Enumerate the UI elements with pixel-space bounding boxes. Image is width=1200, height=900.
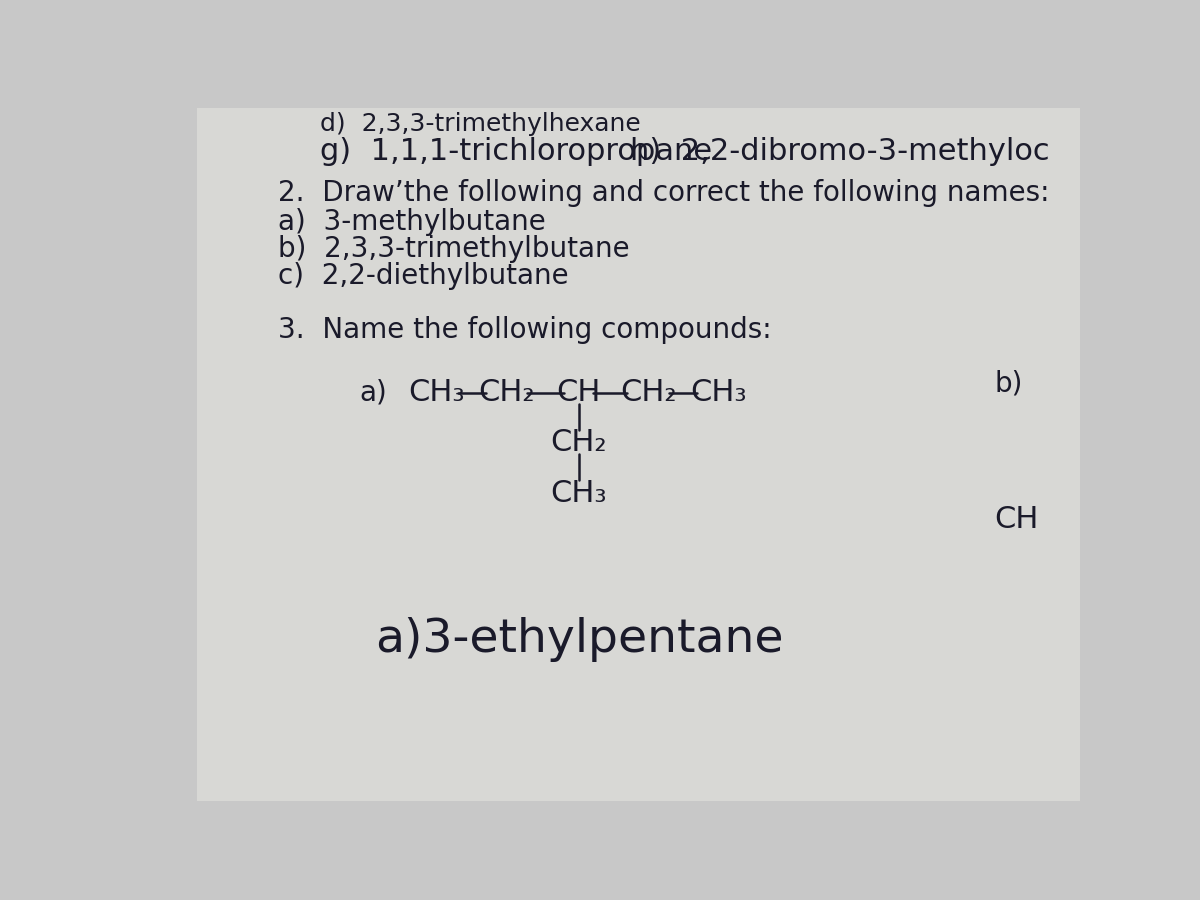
Text: 3.  Name the following compounds:: 3. Name the following compounds: bbox=[278, 316, 772, 344]
Text: a)3-ethylpentane: a)3-ethylpentane bbox=[374, 616, 784, 662]
Text: CH₃: CH₃ bbox=[408, 378, 466, 408]
Text: CH₂: CH₂ bbox=[479, 378, 535, 408]
Text: d)  2,3,3-trimethylhexane: d) 2,3,3-trimethylhexane bbox=[320, 112, 641, 136]
Text: a): a) bbox=[359, 379, 386, 407]
Text: b)  2,3,3-trimethylbutane: b) 2,3,3-trimethylbutane bbox=[278, 235, 630, 263]
Text: h)  2,2-dibromo-3-methyloc: h) 2,2-dibromo-3-methyloc bbox=[630, 138, 1050, 166]
Text: CH: CH bbox=[557, 378, 601, 408]
Text: c)  2,2-diethylbutane: c) 2,2-diethylbutane bbox=[278, 262, 569, 290]
Text: g)  1,1,1-trichloropropane: g) 1,1,1-trichloropropane bbox=[320, 138, 713, 166]
Text: CH₃: CH₃ bbox=[551, 479, 607, 508]
FancyBboxPatch shape bbox=[197, 108, 1080, 801]
Text: CH: CH bbox=[995, 506, 1039, 535]
Text: 2.  Draw’the following and correct the following names:: 2. Draw’the following and correct the fo… bbox=[278, 179, 1049, 207]
Text: CH₂: CH₂ bbox=[551, 428, 607, 457]
Text: CH₂: CH₂ bbox=[620, 378, 677, 408]
Text: a)  3-methylbutane: a) 3-methylbutane bbox=[278, 208, 546, 236]
Text: b): b) bbox=[995, 370, 1024, 398]
Text: CH₃: CH₃ bbox=[690, 378, 746, 408]
